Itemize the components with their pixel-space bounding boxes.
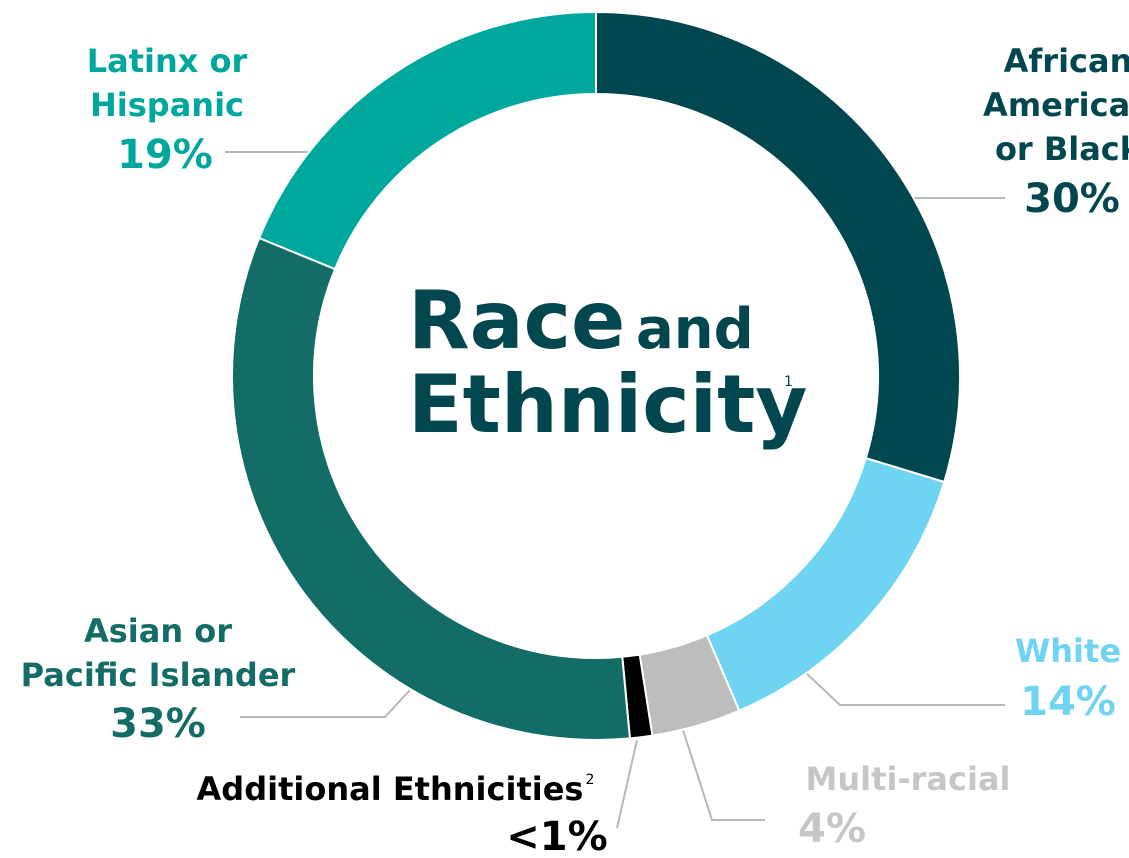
title-second: Ethnicity <box>408 358 807 451</box>
title-joiner: and <box>636 297 754 362</box>
value-label: 33% <box>110 701 206 747</box>
category-label: Latinx or <box>87 42 248 80</box>
value-label: 4% <box>798 806 866 852</box>
category-label: Hispanic <box>90 86 244 124</box>
category-label: or Black <box>995 130 1129 168</box>
slice <box>595 10 961 484</box>
slices <box>231 10 961 741</box>
category-label: American <box>983 86 1129 124</box>
title-main: Race <box>408 274 625 367</box>
category-label: Additional Ethnicities <box>197 770 584 808</box>
leader-line <box>240 689 411 718</box>
value-label: 14% <box>1020 679 1116 725</box>
category-label: African <box>1004 42 1129 80</box>
category-note: 2 <box>585 772 594 788</box>
slice <box>705 456 946 712</box>
category-label: Multi-racial <box>805 760 1010 798</box>
value-label: 30% <box>1024 176 1120 222</box>
leader-line <box>616 739 638 829</box>
slice <box>231 236 632 741</box>
category-label: Asian or <box>84 612 232 650</box>
leader-line <box>804 671 1005 706</box>
category-label: White <box>1015 632 1121 670</box>
title-note: 1 <box>784 374 793 390</box>
category-label: Pacific Islander <box>21 656 296 694</box>
center-title: Race and Ethnicity 1 <box>408 274 807 451</box>
value-label: 19% <box>117 132 213 178</box>
slice <box>257 10 597 271</box>
leader-line <box>682 729 765 821</box>
value-label: <1% <box>506 814 607 858</box>
